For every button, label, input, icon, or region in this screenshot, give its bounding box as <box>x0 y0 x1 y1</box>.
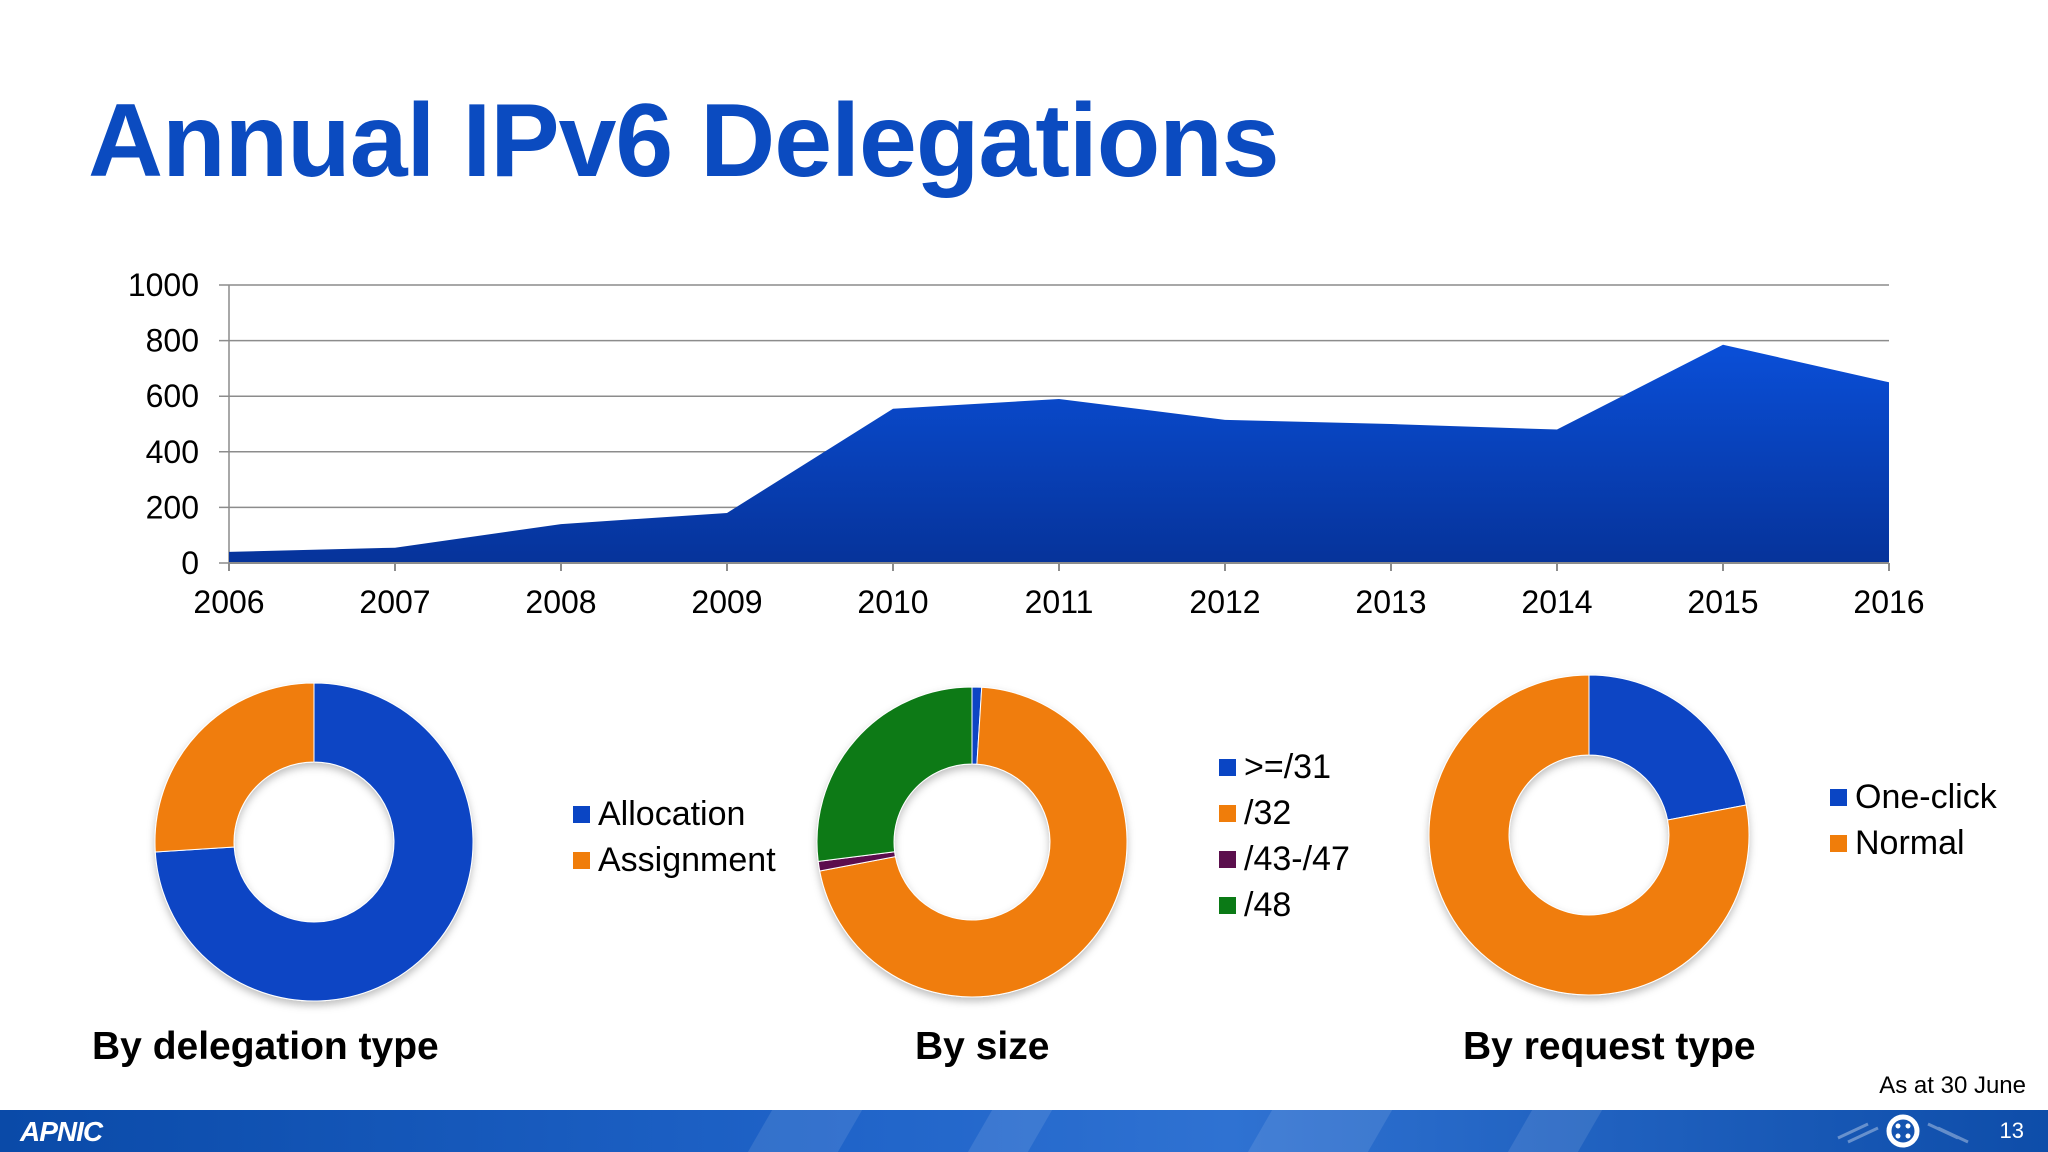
legend-item: /32 <box>1219 790 1350 836</box>
legend-item: /43-/47 <box>1219 836 1350 882</box>
donut-slice-normal <box>1428 674 1750 996</box>
x-tick-label: 2011 <box>1025 584 1094 620</box>
legend-label: Allocation <box>598 794 746 833</box>
legend-swatch <box>1830 788 1847 806</box>
x-tick-label: 2013 <box>1355 584 1426 620</box>
caption-size: By size <box>915 1025 1050 1068</box>
legend-swatch <box>573 805 590 823</box>
x-tick-label: 2007 <box>359 584 430 620</box>
apnic-logo: APNIC <box>20 1116 103 1147</box>
x-tick-label: 2008 <box>525 584 596 620</box>
x-tick-label: 2006 <box>193 584 264 620</box>
donut-chart <box>816 686 1128 998</box>
legend-size: >=/31/32/43-/47/48 <box>1219 744 1350 928</box>
caption-delegation-type: By delegation type <box>92 1025 439 1068</box>
y-tick-label: 200 <box>146 489 199 525</box>
page-number: 13 <box>1999 1118 2024 1143</box>
legend-label: Assignment <box>598 840 776 879</box>
legend-label: /32 <box>1244 793 1292 832</box>
legend-item: >=/31 <box>1219 744 1350 790</box>
legend-item: Assignment <box>573 837 776 883</box>
legend-swatch <box>1219 896 1236 914</box>
legend-label: Normal <box>1855 823 1965 862</box>
x-tick-label: 2015 <box>1687 584 1758 620</box>
legend-swatch <box>573 851 590 869</box>
legend-item: /48 <box>1219 882 1350 928</box>
y-tick-label: 400 <box>146 434 199 470</box>
y-tick-label: 800 <box>146 323 199 359</box>
x-tick-label: 2014 <box>1521 584 1592 620</box>
y-tick-label: 600 <box>146 378 199 414</box>
legend-label: >=/31 <box>1244 747 1331 786</box>
x-tick-label: 2010 <box>857 584 928 620</box>
legend-label: /43-/47 <box>1244 839 1350 878</box>
legend-swatch <box>1830 834 1847 852</box>
legend-request-type: One-click Normal <box>1830 774 1997 866</box>
donut-charts <box>154 674 1750 1002</box>
y-tick-label: 0 <box>181 545 199 581</box>
page-title: Annual IPv6 Delegations <box>88 83 1280 199</box>
footer-bar: APNIC 13 <box>0 1110 2048 1152</box>
legend-swatch <box>1219 804 1236 822</box>
y-tick-label: 1000 <box>128 267 199 303</box>
legend-label: /48 <box>1244 885 1292 924</box>
donut-slice-allocation <box>154 682 474 1002</box>
legend-item: One-click <box>1830 774 1997 820</box>
area-chart: 0 200 400 600 800 1000 2006 2007 2008 2009 2010 201… <box>128 267 1925 620</box>
x-tick-label: 2009 <box>691 584 762 620</box>
area-series <box>229 344 1889 563</box>
donut-slice--48 <box>816 686 973 862</box>
donut-slice-one-click <box>1588 674 1747 821</box>
x-tick-label: 2012 <box>1189 584 1260 620</box>
x-tick-label: 2016 <box>1853 584 1924 620</box>
legend-item: Normal <box>1830 820 1997 866</box>
as-at-note: As at 30 June <box>1879 1072 2026 1099</box>
legend-delegation-type: Allocation Assignment <box>573 791 776 883</box>
caption-request-type: By request type <box>1463 1025 1756 1068</box>
donut-chart <box>154 682 474 1002</box>
network-logo-icon <box>1837 1114 1969 1148</box>
donut-slice-assignment <box>154 682 315 853</box>
donut-chart <box>1428 674 1750 996</box>
legend-label: One-click <box>1855 777 1997 816</box>
legend-swatch <box>1219 758 1236 776</box>
legend-swatch <box>1219 850 1236 868</box>
donut-slice--32 <box>819 686 1128 998</box>
legend-item: Allocation <box>573 791 776 837</box>
